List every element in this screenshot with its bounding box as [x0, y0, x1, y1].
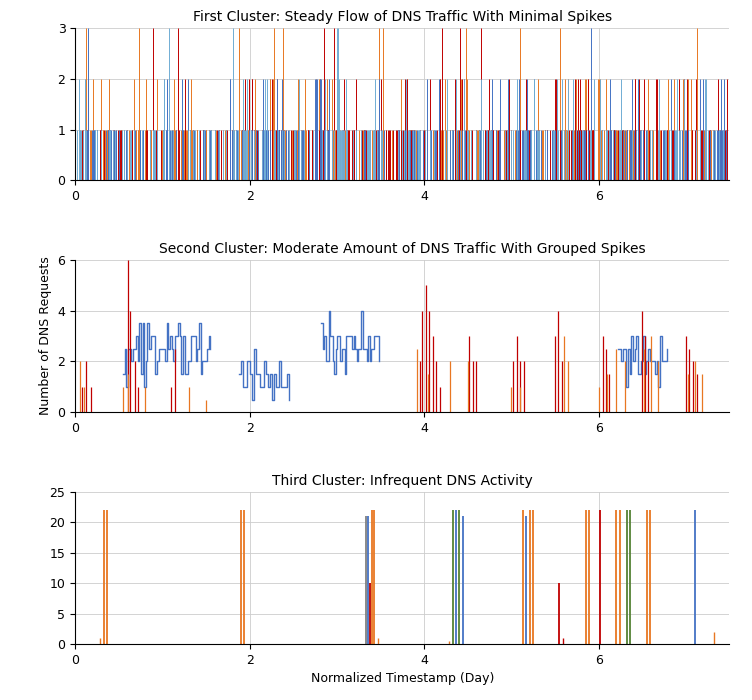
Y-axis label: Number of DNS Requests: Number of DNS Requests: [39, 257, 52, 415]
Title: Second Cluster: Moderate Amount of DNS Traffic With Grouped Spikes: Second Cluster: Moderate Amount of DNS T…: [159, 241, 646, 255]
X-axis label: Normalized Timestamp (Day): Normalized Timestamp (Day): [311, 672, 494, 685]
Title: First Cluster: Steady Flow of DNS Traffic With Minimal Spikes: First Cluster: Steady Flow of DNS Traffi…: [193, 10, 612, 24]
Title: Third Cluster: Infrequent DNS Activity: Third Cluster: Infrequent DNS Activity: [272, 474, 532, 488]
